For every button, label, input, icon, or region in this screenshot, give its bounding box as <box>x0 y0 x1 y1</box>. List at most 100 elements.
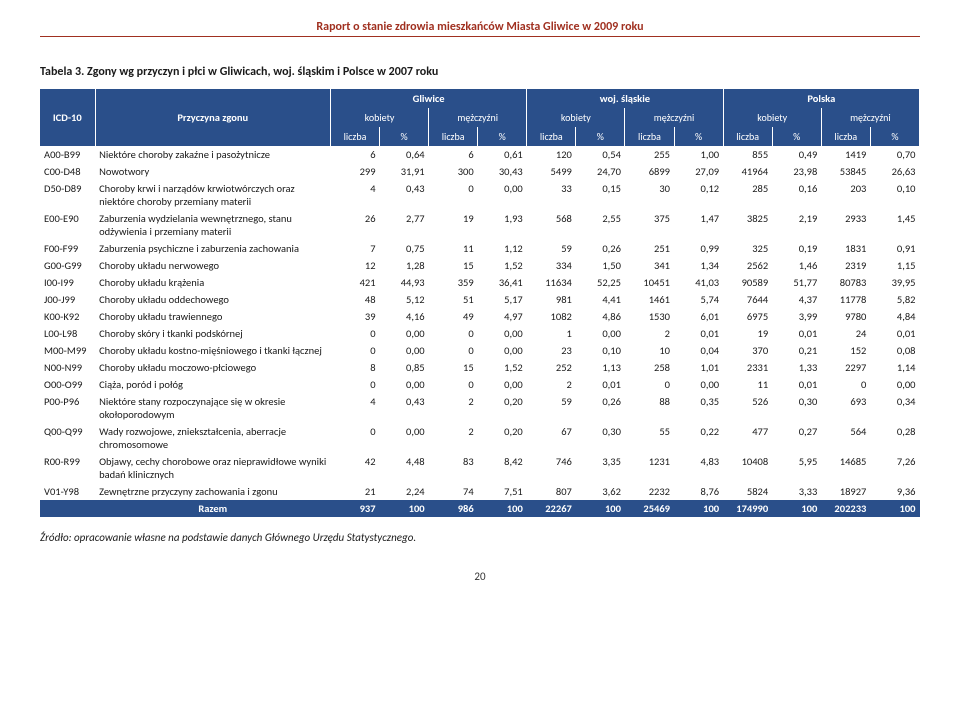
cell-value: 341 <box>625 257 674 274</box>
cell-cause: Choroby układu oddechowego <box>95 291 330 308</box>
table-row: J00-J99Choroby układu oddechowego485,125… <box>40 291 920 308</box>
cell-value: 981 <box>527 291 576 308</box>
cell-value: 33 <box>527 180 576 210</box>
cell-value: 0,19 <box>772 240 821 257</box>
col-region-2: woj. śląskie <box>527 89 723 108</box>
cell-value: 8 <box>330 359 379 376</box>
cell-cause: Wady rozwojowe, zniekształcenia, aberrac… <box>95 423 330 453</box>
cell-value: 2297 <box>821 359 870 376</box>
report-header: Raport o stanie zdrowia mieszkańców Mias… <box>40 20 920 37</box>
cell-value: 4,16 <box>380 308 429 325</box>
cell-value: 746 <box>527 453 576 483</box>
cell-value: 0,20 <box>478 393 527 423</box>
cell-code: R00-R99 <box>40 453 95 483</box>
cell-code: V01-Y98 <box>40 483 95 500</box>
col-pct: % <box>772 127 821 146</box>
cell-value: 299 <box>330 163 379 180</box>
cell-cause: Choroby układu kostno-mięśniowego i tkan… <box>95 342 330 359</box>
cell-value: 285 <box>723 180 772 210</box>
cell-value: 44,93 <box>380 274 429 291</box>
cell-code: O00-O99 <box>40 376 95 393</box>
cell-value: 67 <box>527 423 576 453</box>
cell-value: 8,42 <box>478 453 527 483</box>
cell-cause: Nowotwory <box>95 163 330 180</box>
cell-value: 18927 <box>821 483 870 500</box>
col-sex-f: kobiety <box>527 108 625 127</box>
cell-value: 564 <box>821 423 870 453</box>
cell-cause: Choroby krwi i narządów krwiotwórczych o… <box>95 180 330 210</box>
cell-value: 0,00 <box>478 180 527 210</box>
cell-value: 1,12 <box>478 240 527 257</box>
cell-value: 83 <box>429 453 478 483</box>
cell-value: 2562 <box>723 257 772 274</box>
cell-value: 0,08 <box>870 342 919 359</box>
cell-value: 0,00 <box>380 423 429 453</box>
cell-value: 0,12 <box>674 180 723 210</box>
cell-value: 0,01 <box>674 325 723 342</box>
cell-value: 9780 <box>821 308 870 325</box>
table-row: Q00-Q99Wady rozwojowe, zniekształcenia, … <box>40 423 920 453</box>
cell-value: 1,33 <box>772 359 821 376</box>
cell-code: E00-E90 <box>40 210 95 240</box>
cell-value: 0,04 <box>674 342 723 359</box>
cell-value: 0,26 <box>576 393 625 423</box>
cell-value: 48 <box>330 291 379 308</box>
table-row-total: Razem93710098610022267100254691001749901… <box>40 500 920 517</box>
cell-value: 2933 <box>821 210 870 240</box>
cell-value: 986 <box>429 500 478 517</box>
cell-value: 11 <box>723 376 772 393</box>
col-pct: % <box>478 127 527 146</box>
cell-value: 174990 <box>723 500 772 517</box>
table-row: C00-D48Nowotwory29931,9130030,43549924,7… <box>40 163 920 180</box>
cell-value: 4,41 <box>576 291 625 308</box>
cell-value: 1,46 <box>772 257 821 274</box>
cell-value: 252 <box>527 359 576 376</box>
cell-value: 0,43 <box>380 393 429 423</box>
cell-value: 255 <box>625 146 674 163</box>
cell-cause: Niektóre stany rozpoczynające się w okre… <box>95 393 330 423</box>
table-row: I00-I99Choroby układu krążenia42144,9335… <box>40 274 920 291</box>
cell-value: 4,84 <box>870 308 919 325</box>
cell-value: 7 <box>330 240 379 257</box>
cell-value: 6 <box>429 146 478 163</box>
col-cause: Przyczyna zgonu <box>95 89 330 146</box>
cell-value: 4,97 <box>478 308 527 325</box>
cell-value: 90589 <box>723 274 772 291</box>
cell-value: 0,00 <box>478 342 527 359</box>
cell-value: 14685 <box>821 453 870 483</box>
cell-value: 5,82 <box>870 291 919 308</box>
cell-value: 0,61 <box>478 146 527 163</box>
deaths-table: ICD-10 Przyczyna zgonu Gliwice woj. śląs… <box>40 89 920 517</box>
cell-value: 0 <box>429 325 478 342</box>
source-note: Źródło: opracowanie własne na podstawie … <box>40 531 920 544</box>
cell-value: 7,26 <box>870 453 919 483</box>
cell-value: 0 <box>429 180 478 210</box>
cell-value: 0,22 <box>674 423 723 453</box>
col-count: liczba <box>527 127 576 146</box>
cell-value: 23,98 <box>772 163 821 180</box>
cell-value: 1,47 <box>674 210 723 240</box>
cell-value: 5,95 <box>772 453 821 483</box>
cell-value: 855 <box>723 146 772 163</box>
table-title: Tabela 3. Zgony wg przyczyn i płci w Gli… <box>40 65 920 79</box>
cell-value: 0 <box>429 342 478 359</box>
cell-value: 0,27 <box>772 423 821 453</box>
cell-value: 0,34 <box>870 393 919 423</box>
cell-value: 1231 <box>625 453 674 483</box>
col-count: liczba <box>821 127 870 146</box>
cell-value: 359 <box>429 274 478 291</box>
cell-value: 6975 <box>723 308 772 325</box>
cell-value: 0,85 <box>380 359 429 376</box>
cell-value: 1,14 <box>870 359 919 376</box>
cell-value: 0 <box>330 376 379 393</box>
table-row: D50-D89Choroby krwi i narządów krwiotwór… <box>40 180 920 210</box>
cell-value: 0 <box>625 376 674 393</box>
cell-code: L00-L98 <box>40 325 95 342</box>
cell-value: 100 <box>576 500 625 517</box>
cell-code: P00-P96 <box>40 393 95 423</box>
cell-value: 3,33 <box>772 483 821 500</box>
cell-value: 0 <box>330 342 379 359</box>
cell-value: 0 <box>821 376 870 393</box>
cell-value: 59 <box>527 393 576 423</box>
cell-value: 0,00 <box>478 325 527 342</box>
